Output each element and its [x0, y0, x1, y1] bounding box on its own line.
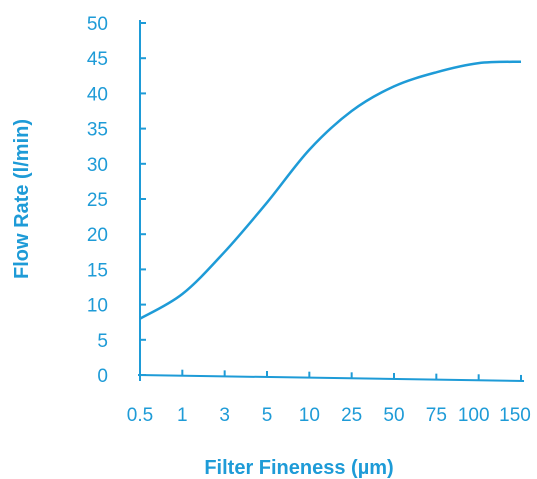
y-tick-label: 45	[87, 49, 108, 70]
x-tick-label: 25	[341, 405, 362, 426]
x-tick-label: 100	[458, 405, 490, 426]
y-tick-label: 20	[87, 225, 108, 246]
x-tick-label: 1	[177, 405, 188, 426]
y-tick-label: 25	[87, 190, 108, 211]
y-tick-label: 15	[87, 260, 108, 281]
y-tick-label: 5	[97, 331, 108, 352]
y-ticks: 0 5 10 15 20 25 30 35 40 45 50	[87, 14, 146, 387]
series-line	[139, 60, 522, 320]
x-tick-label: 10	[299, 405, 320, 426]
x-tick-label: 50	[383, 405, 404, 426]
x-axis-line	[137, 374, 525, 382]
x-tick-label: 0.5	[127, 405, 153, 426]
x-axis	[137, 374, 525, 382]
x-axis-title: Filter Fineness (µm)	[204, 457, 393, 479]
x-tick-label: 5	[262, 405, 273, 426]
x-tick-label: 150	[499, 405, 531, 426]
y-axis-title: Flow Rate (l/min)	[11, 119, 33, 279]
y-tick-label: 10	[87, 296, 108, 317]
y-tick-label: 0	[97, 366, 108, 387]
y-tick-label: 50	[87, 14, 108, 35]
x-tick-label: 75	[426, 405, 447, 426]
y-tick-label: 35	[87, 120, 108, 141]
y-tick-label: 30	[87, 155, 108, 176]
x-tick-label: 3	[219, 405, 230, 426]
y-tick-label: 40	[87, 84, 108, 105]
x-ticks: 0.5 1 3 5 10 25 50 75 100 150	[127, 369, 531, 426]
